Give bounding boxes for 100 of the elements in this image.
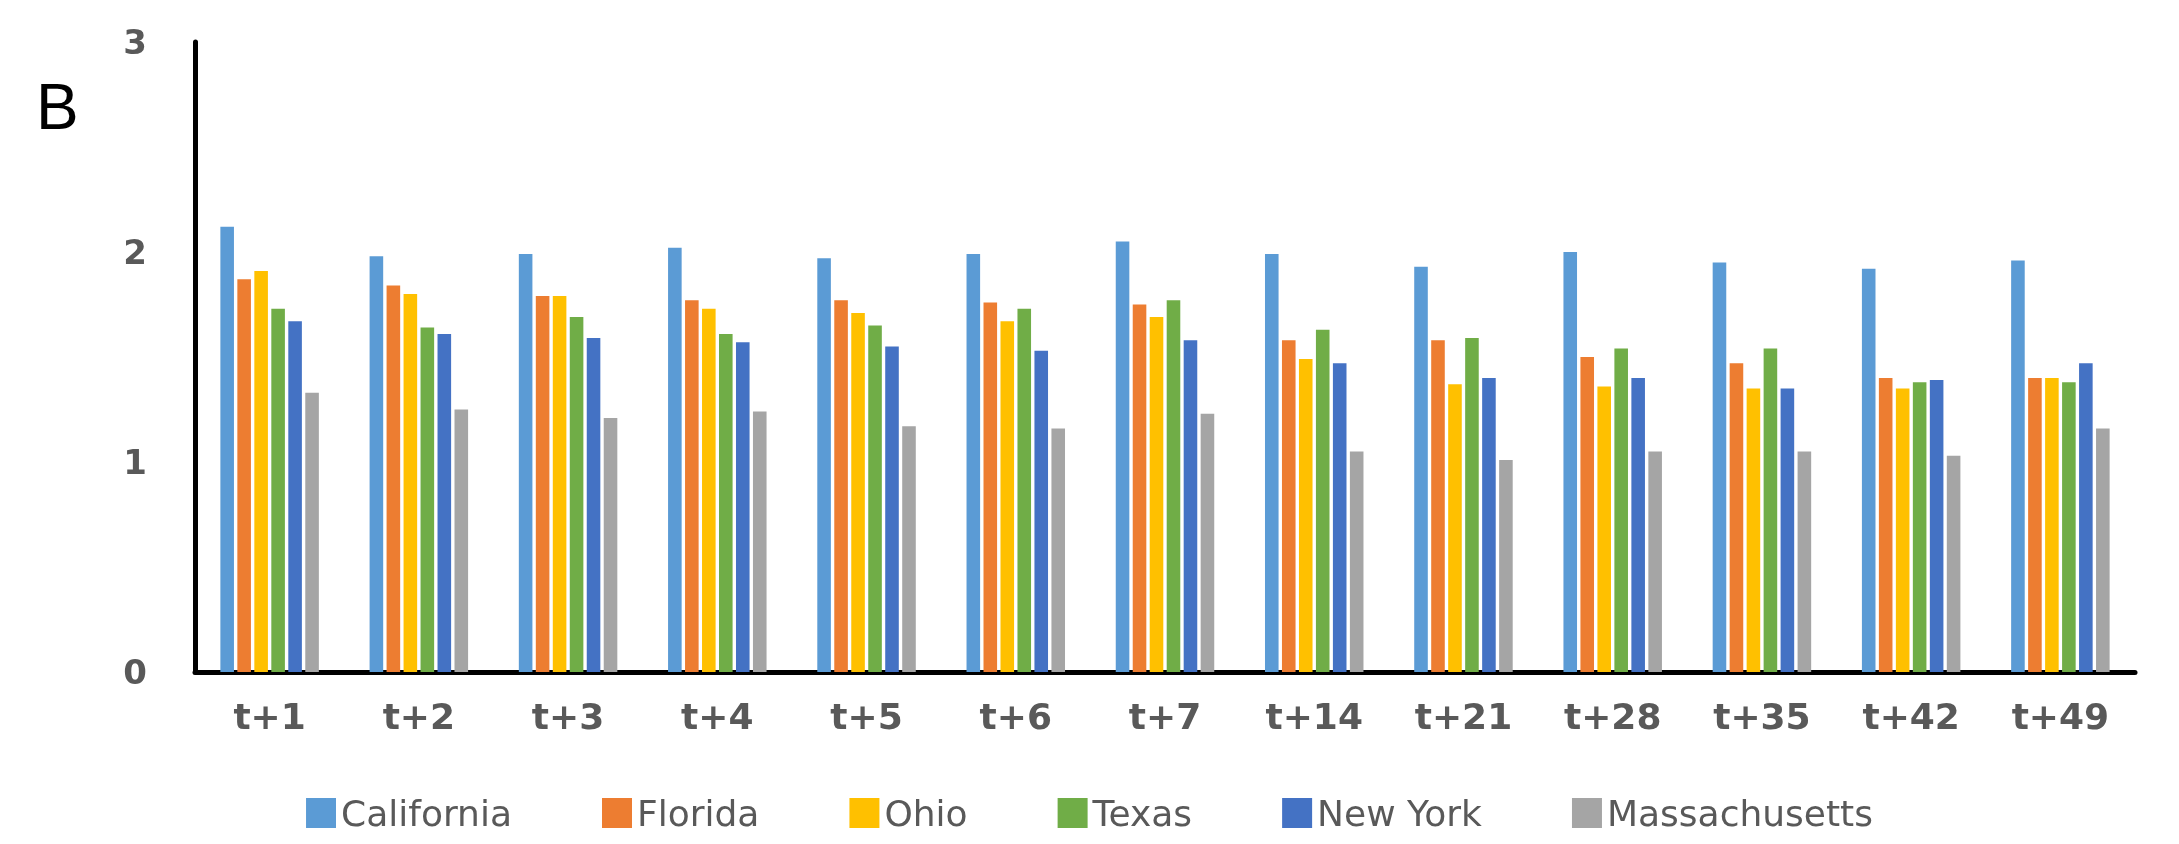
bar bbox=[1132, 304, 1147, 672]
bar bbox=[271, 308, 285, 672]
bar bbox=[1482, 378, 1496, 672]
bar bbox=[1000, 321, 1015, 672]
bar bbox=[1912, 382, 1927, 672]
y-tick-label: 1 bbox=[123, 442, 147, 482]
bar bbox=[420, 327, 435, 672]
bar bbox=[1614, 348, 1628, 672]
bar bbox=[237, 279, 251, 672]
bar bbox=[369, 256, 384, 672]
bar bbox=[1051, 428, 1066, 672]
bar bbox=[518, 254, 533, 672]
bar bbox=[1298, 359, 1313, 672]
bar bbox=[1264, 254, 1279, 672]
bar bbox=[1465, 338, 1479, 672]
x-tick-label: t+7 bbox=[1128, 695, 1202, 737]
legend-label: Ohio bbox=[884, 792, 968, 834]
legend-label: Texas bbox=[1091, 792, 1193, 834]
bar bbox=[1315, 329, 1330, 672]
bar bbox=[1448, 384, 1462, 672]
bar bbox=[1712, 262, 1727, 672]
x-tick-label: t+14 bbox=[1265, 695, 1363, 737]
bar bbox=[535, 296, 550, 672]
bar bbox=[735, 342, 750, 672]
text: B bbox=[36, 70, 79, 144]
bar bbox=[752, 411, 767, 672]
bar bbox=[586, 338, 601, 672]
bar bbox=[1648, 451, 1662, 672]
bar bbox=[868, 325, 882, 672]
bar bbox=[1349, 451, 1364, 672]
bar bbox=[1414, 266, 1428, 672]
x-tick-label: t+1 bbox=[233, 695, 306, 737]
bar bbox=[1631, 378, 1645, 672]
bar bbox=[885, 346, 899, 672]
bar bbox=[1115, 241, 1130, 672]
bar bbox=[1763, 348, 1778, 672]
x-tick-label: t+42 bbox=[1862, 695, 1960, 737]
bar bbox=[2096, 428, 2110, 672]
y-tick-label: 0 bbox=[123, 652, 147, 692]
bar bbox=[668, 247, 682, 672]
x-tick-label: t+5 bbox=[830, 695, 903, 737]
bar bbox=[719, 333, 733, 672]
bar bbox=[454, 409, 469, 672]
bar bbox=[1499, 459, 1513, 672]
bar bbox=[220, 226, 234, 672]
bar bbox=[552, 296, 567, 672]
bar bbox=[1946, 455, 1961, 672]
bar bbox=[983, 302, 998, 672]
x-tick-label: t+4 bbox=[681, 695, 754, 737]
bar bbox=[1563, 252, 1578, 672]
bar bbox=[1332, 363, 1347, 672]
bar bbox=[2011, 260, 2025, 672]
bar bbox=[1183, 340, 1198, 672]
legend-label: California bbox=[341, 792, 512, 834]
x-tick-label: t+49 bbox=[2011, 695, 2110, 737]
bar bbox=[966, 254, 981, 672]
bar bbox=[817, 258, 831, 672]
bar bbox=[1895, 388, 1910, 672]
bar bbox=[1597, 386, 1611, 672]
bar bbox=[288, 321, 302, 672]
bar bbox=[1034, 350, 1049, 672]
bar bbox=[1929, 380, 1944, 672]
bar bbox=[569, 317, 584, 672]
bar bbox=[1878, 378, 1893, 672]
x-tick-label: t+6 bbox=[979, 695, 1052, 737]
bar bbox=[603, 417, 618, 672]
bar bbox=[254, 270, 268, 672]
bar bbox=[902, 426, 916, 672]
bar bbox=[1580, 357, 1595, 672]
bar bbox=[1746, 388, 1761, 672]
y-tick-label: 3 bbox=[123, 22, 147, 62]
bar bbox=[851, 312, 865, 672]
bar bbox=[2028, 378, 2042, 672]
legend-label: New York bbox=[1317, 792, 1483, 834]
bar bbox=[1200, 413, 1215, 672]
bar bbox=[1281, 340, 1296, 672]
bar bbox=[702, 308, 716, 672]
bar bbox=[1149, 317, 1164, 672]
bar bbox=[685, 300, 699, 672]
bar bbox=[437, 333, 452, 672]
bar bbox=[1797, 451, 1812, 672]
bar bbox=[1729, 363, 1744, 672]
bar bbox=[1431, 340, 1445, 672]
x-tick-label: t+2 bbox=[382, 695, 456, 737]
legend-label: Massachusetts bbox=[1606, 792, 1873, 834]
bar bbox=[2062, 382, 2076, 672]
bar bbox=[2045, 378, 2059, 672]
bar bbox=[834, 300, 848, 672]
x-tick-label: t+35 bbox=[1713, 695, 1811, 737]
x-tick-label: t+28 bbox=[1563, 695, 1662, 737]
bar bbox=[1017, 308, 1032, 672]
bar bbox=[2079, 363, 2093, 672]
bar bbox=[305, 392, 319, 672]
bar bbox=[386, 285, 401, 672]
bar bbox=[1861, 268, 1876, 672]
bar bbox=[1166, 300, 1181, 672]
bar bbox=[1780, 388, 1795, 672]
x-tick-label: t+3 bbox=[531, 695, 605, 737]
bar bbox=[403, 294, 418, 672]
legend-label: Florida bbox=[636, 792, 760, 834]
